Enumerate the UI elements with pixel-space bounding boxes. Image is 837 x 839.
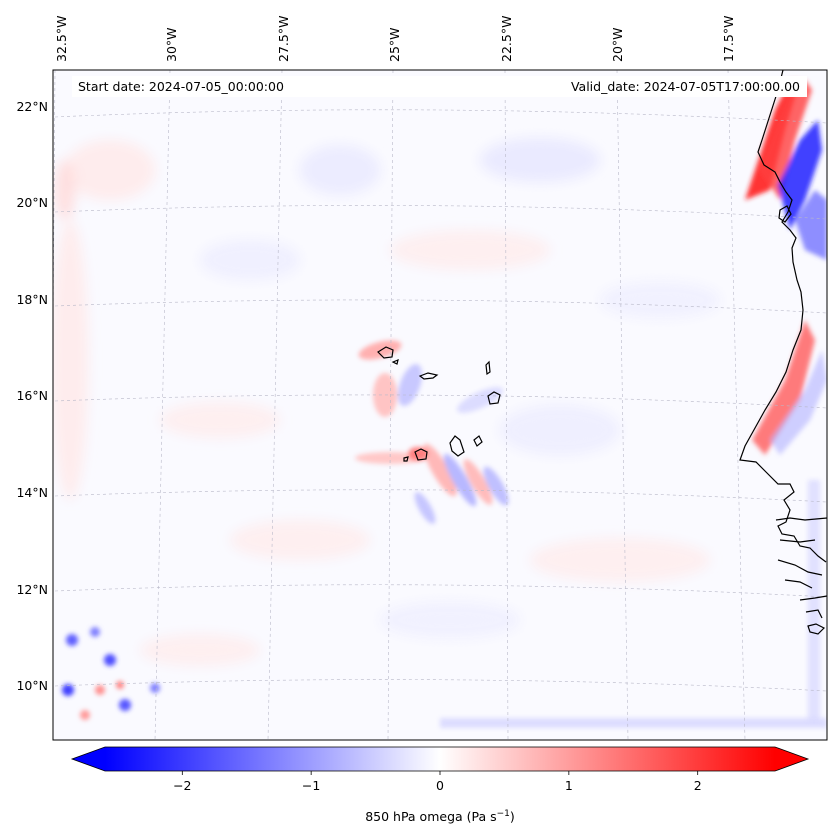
colorbar-label: 850 hPa omega (Pa s−1) — [365, 809, 515, 824]
island-sao-vicente — [391, 359, 399, 365]
boundary-band-south — [440, 718, 827, 728]
colorbar-extend-min — [72, 747, 105, 771]
lat-line-18n — [54, 299, 827, 314]
lat-line-22n — [54, 109, 827, 124]
island-sal — [485, 360, 491, 376]
valid-date-label: Valid_date: 2024-07-05T17:00:00.00 — [571, 79, 800, 94]
colorbar-tick-label: −1 — [302, 778, 320, 793]
island-maio — [473, 435, 483, 447]
lon-line-30w — [154, 70, 171, 740]
banc-arguin-islet — [778, 205, 792, 223]
start-date-label: Start date: 2024-07-05_00:00:00 — [78, 79, 284, 94]
lat-label-20n: 20°N — [16, 195, 48, 210]
colorbar: −2 −1 0 1 2 850 hPa omega (Pa s−1) — [70, 746, 810, 824]
lon-label-17-5w: 17.5°W — [721, 16, 736, 62]
lat-label-18n: 18°N — [16, 292, 48, 307]
colorbar-tick-label: 0 — [436, 778, 444, 793]
lon-label-22-5w: 22.5°W — [499, 16, 514, 62]
african-coastline-south — [775, 517, 827, 635]
lon-line-20w — [616, 70, 629, 740]
lat-label-10n: 10°N — [16, 678, 48, 693]
lon-label-30w: 30°W — [164, 27, 179, 62]
colorbar-tick-label: −2 — [173, 778, 191, 793]
lon-line-17-5w — [727, 70, 746, 740]
boundary-band-east — [808, 480, 820, 720]
map-panel: Start date: 2024-07-05_00:00:00 Valid_da… — [52, 69, 828, 741]
colorbar-tick-label: 2 — [694, 778, 702, 793]
lon-label-25w: 25°W — [387, 27, 402, 62]
colorbar-outline — [70, 746, 810, 772]
omega-field — [53, 70, 827, 740]
lat-label-14n: 14°N — [16, 485, 48, 500]
colorbar-extend-max — [775, 747, 808, 771]
lat-line-12n — [54, 584, 827, 598]
lat-line-10n — [54, 679, 827, 692]
lon-label-32-5w: 32.5°W — [54, 16, 69, 62]
lat-label-12n: 12°N — [16, 582, 48, 597]
lat-label-22n: 22°N — [16, 99, 48, 114]
colorbar-tick-label: 1 — [565, 778, 573, 793]
omega-corner-noise — [62, 627, 160, 720]
island-santiago — [449, 435, 465, 457]
lon-label-27-5w: 27.5°W — [276, 16, 291, 62]
lat-line-16n — [54, 394, 827, 409]
lat-line-20n — [54, 205, 827, 220]
map-frame — [52, 69, 828, 741]
colorbar-ticks: −2 −1 0 1 2 — [173, 771, 702, 793]
island-santo-antao — [377, 346, 394, 359]
lon-label-20w: 20°W — [610, 27, 625, 62]
lon-line-27-5w — [267, 70, 283, 740]
longitude-labels: 32.5°W 30°W 27.5°W 25°W 22.5°W 20°W 17.5… — [54, 16, 736, 62]
latitude-labels: 22°N 20°N 18°N 16°N 14°N 12°N 10°N — [16, 99, 48, 693]
cape-verde-islands — [377, 346, 501, 462]
lon-line-25w — [387, 70, 394, 740]
lon-line-22-5w — [504, 70, 509, 740]
omega-coastal-band — [745, 80, 827, 455]
african-coastline — [739, 70, 827, 563]
omega-island-bands — [355, 340, 509, 524]
island-brava — [403, 456, 409, 462]
island-sao-nicolau — [418, 372, 439, 380]
colorbar-gradient — [105, 747, 775, 771]
omega-faint-patches — [53, 138, 720, 666]
graticule — [53, 70, 827, 740]
lat-line-14n — [54, 489, 827, 503]
header-box — [72, 76, 807, 97]
lat-label-16n: 16°N — [16, 388, 48, 403]
island-boa-vista — [487, 391, 501, 405]
island-fogo — [414, 448, 428, 461]
